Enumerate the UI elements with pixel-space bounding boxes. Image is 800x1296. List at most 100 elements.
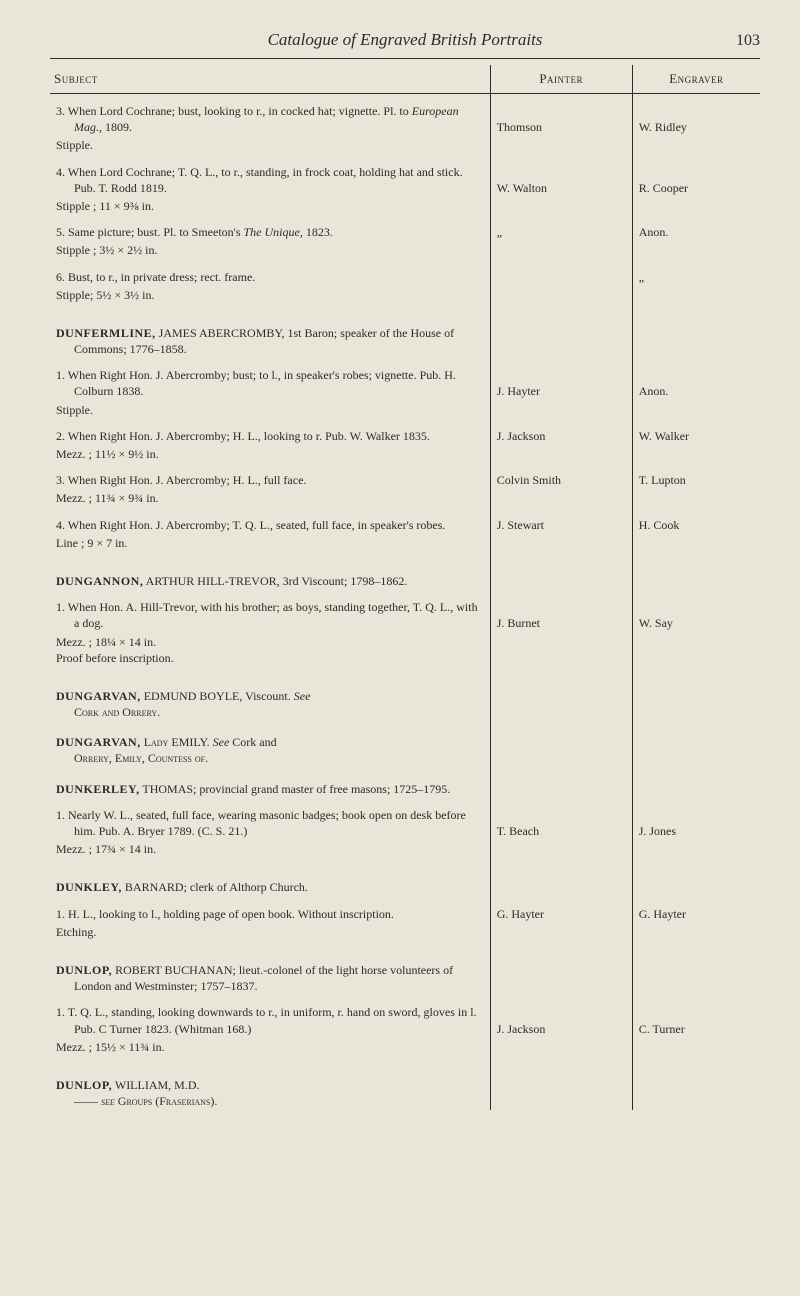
spacer-row xyxy=(50,552,760,560)
catalogue-item-row: 6. Bust, to r., in private dress; rect. … xyxy=(50,268,760,286)
spacer-row xyxy=(50,215,760,223)
column-header-row: Subject Painter Engraver xyxy=(50,65,760,94)
entry-heading-row: DUNFERMLINE, JAMES ABERCROMBY, 1st Baron… xyxy=(50,324,760,358)
item-spec-row: Line ; 9 × 7 in. xyxy=(50,534,760,552)
spacer-row xyxy=(50,312,760,324)
catalogue-item-row: 1. When Right Hon. J. Abercromby; bust; … xyxy=(50,366,760,400)
item-engraver: H. Cook xyxy=(632,516,760,534)
item-painter: T. Beach xyxy=(490,806,632,840)
entries-body: 3. When Lord Cochrane; bust, looking to … xyxy=(50,94,760,1111)
item-spec-row: Stipple. xyxy=(50,401,760,419)
catalogue-item-row: 3. When Lord Cochrane; bust, looking to … xyxy=(50,102,760,136)
spacer-row xyxy=(50,949,760,961)
item-spec: Mezz. ; 15½ × 11¾ in. xyxy=(50,1038,490,1056)
catalogue-table: Subject Painter Engraver 3. When Lord Co… xyxy=(50,65,760,1110)
entry-heading: DUNGANNON, ARTHUR HILL-TREVOR, 3rd Visco… xyxy=(50,572,490,590)
spacer-row xyxy=(50,1056,760,1064)
catalogue-item-row: 1. When Hon. A. Hill-Trevor, with his br… xyxy=(50,598,760,632)
top-rule xyxy=(50,58,760,59)
spacer-row xyxy=(50,94,760,103)
item-painter: Thomson xyxy=(490,102,632,136)
spacer-row xyxy=(50,858,760,866)
item-engraver: W. Walker xyxy=(632,427,760,445)
entry-heading: DUNFERMLINE, JAMES ABERCROMBY, 1st Baron… xyxy=(50,324,490,358)
item-subject: 1. When Hon. A. Hill-Trevor, with his br… xyxy=(50,598,490,632)
item-spec: Line ; 9 × 7 in. xyxy=(50,534,490,552)
crossref-row: DUNGARVAN, Lady EMILY. See Cork andOrrer… xyxy=(50,733,760,767)
entry-heading: DUNKERLEY, THOMAS; provincial grand mast… xyxy=(50,780,490,798)
item-painter: J. Jackson xyxy=(490,1003,632,1037)
item-engraver: W. Say xyxy=(632,598,760,632)
crossref-text: DUNGARVAN, EDMUND BOYLE, Viscount. SeeCo… xyxy=(50,687,490,721)
item-spec-row: Mezz. ; 11½ × 9½ in. xyxy=(50,445,760,463)
item-subject: 4. When Right Hon. J. Abercromby; T. Q. … xyxy=(50,516,490,534)
item-spec: Etching. xyxy=(50,923,490,941)
item-subject: 4. When Lord Cochrane; T. Q. L., to r., … xyxy=(50,163,490,197)
spacer-row xyxy=(50,866,760,878)
item-painter: J. Jackson xyxy=(490,427,632,445)
item-engraver: „ xyxy=(632,268,760,286)
spacer-row xyxy=(50,995,760,1003)
item-spec: Stipple ; 11 × 9⅜ in. xyxy=(50,197,490,215)
item-painter: „ xyxy=(490,223,632,241)
spacer-row xyxy=(50,155,760,163)
catalogue-item-row: 4. When Lord Cochrane; T. Q. L., to r., … xyxy=(50,163,760,197)
book-title: Catalogue of Engraved British Portraits xyxy=(90,30,720,50)
spacer-row xyxy=(50,667,760,675)
item-subject: 1. T. Q. L., standing, looking downwards… xyxy=(50,1003,490,1037)
spacer-row xyxy=(50,508,760,516)
item-engraver: Anon. xyxy=(632,366,760,400)
item-spec-row: Stipple; 5½ × 3½ in. xyxy=(50,286,760,304)
catalogue-item-row: 3. When Right Hon. J. Abercromby; H. L.,… xyxy=(50,471,760,489)
crossref-row: DUNGARVAN, EDMUND BOYLE, Viscount. SeeCo… xyxy=(50,687,760,721)
item-spec: Stipple; 5½ × 3½ in. xyxy=(50,286,490,304)
item-subject: 1. When Right Hon. J. Abercromby; bust; … xyxy=(50,366,490,400)
spacer-row xyxy=(50,675,760,687)
item-spec: Mezz. ; 17¾ × 14 in. xyxy=(50,840,490,858)
crossref-text: DUNGARVAN, Lady EMILY. See Cork andOrrer… xyxy=(50,733,490,767)
spacer-row xyxy=(50,1064,760,1076)
item-spec-row: Stipple. xyxy=(50,136,760,154)
spacer-row xyxy=(50,419,760,427)
page-header: Catalogue of Engraved British Portraits … xyxy=(50,30,760,50)
item-subject: 1. Nearly W. L., seated, full face, wear… xyxy=(50,806,490,840)
item-engraver: R. Cooper xyxy=(632,163,760,197)
col-header-subject: Subject xyxy=(50,65,490,94)
entry-heading: DUNKLEY, BARNARD; clerk of Althorp Churc… xyxy=(50,878,490,896)
item-engraver: W. Ridley xyxy=(632,102,760,136)
item-spec: Mezz. ; 11¾ × 9¾ in. xyxy=(50,489,490,507)
item-spec: Stipple ; 3½ × 2½ in. xyxy=(50,241,490,259)
item-painter: Colvin Smith xyxy=(490,471,632,489)
page: Catalogue of Engraved British Portraits … xyxy=(0,0,800,1296)
entry-heading-row: DUNGANNON, ARTHUR HILL-TREVOR, 3rd Visco… xyxy=(50,572,760,590)
item-subject: 2. When Right Hon. J. Abercromby; H. L.,… xyxy=(50,427,490,445)
catalogue-item-row: 5. Same picture; bust. Pl. to Smeeton's … xyxy=(50,223,760,241)
item-spec-row: Mezz. ; 15½ × 11¾ in. xyxy=(50,1038,760,1056)
item-engraver: Anon. xyxy=(632,223,760,241)
item-subject: 3. When Right Hon. J. Abercromby; H. L.,… xyxy=(50,471,490,489)
spacer-row xyxy=(50,941,760,949)
spacer-row xyxy=(50,590,760,598)
item-engraver: C. Turner xyxy=(632,1003,760,1037)
spacer-row xyxy=(50,358,760,366)
catalogue-item-row: 4. When Right Hon. J. Abercromby; T. Q. … xyxy=(50,516,760,534)
item-engraver: G. Hayter xyxy=(632,905,760,923)
catalogue-item-row: 1. Nearly W. L., seated, full face, wear… xyxy=(50,806,760,840)
item-painter: J. Stewart xyxy=(490,516,632,534)
item-subject: 6. Bust, to r., in private dress; rect. … xyxy=(50,268,490,286)
item-spec-row: Stipple ; 3½ × 2½ in. xyxy=(50,241,760,259)
item-spec-row: Stipple ; 11 × 9⅜ in. xyxy=(50,197,760,215)
catalogue-item-row: 1. H. L., looking to l., holding page of… xyxy=(50,905,760,923)
catalogue-item-row: 1. T. Q. L., standing, looking downwards… xyxy=(50,1003,760,1037)
item-spec-row: Etching. xyxy=(50,923,760,941)
entry-heading-row: DUNLOP, ROBERT BUCHANAN; lieut.-colonel … xyxy=(50,961,760,995)
spacer-row xyxy=(50,304,760,312)
item-painter: J. Hayter xyxy=(490,366,632,400)
item-spec: Mezz. ; 11½ × 9½ in. xyxy=(50,445,490,463)
spacer-row xyxy=(50,897,760,905)
item-subject: 5. Same picture; bust. Pl. to Smeeton's … xyxy=(50,223,490,241)
item-spec-row: Mezz. ; 17¾ × 14 in. xyxy=(50,840,760,858)
item-subject: 3. When Lord Cochrane; bust, looking to … xyxy=(50,102,490,136)
page-number: 103 xyxy=(720,32,760,50)
spacer-row xyxy=(50,721,760,733)
